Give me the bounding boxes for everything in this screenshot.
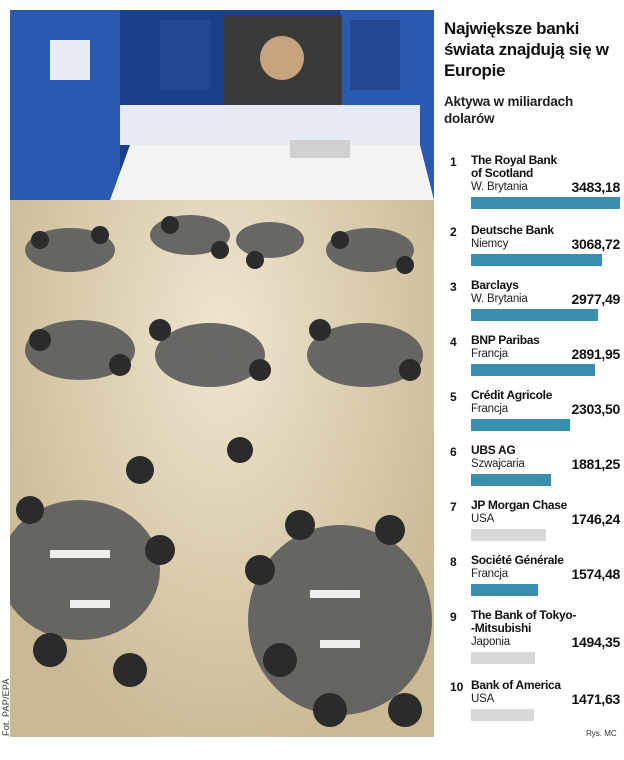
bank-rank: 7 [450, 500, 457, 514]
bank-assets-value: 2891,95 [571, 346, 620, 362]
assets-bar [471, 529, 546, 541]
chart-subtitle: Aktywa w miliardach dolarów [444, 94, 573, 126]
bank-country: W. Brytania [471, 293, 528, 305]
bank-rank: 3 [450, 280, 457, 294]
bank-country: Niemcy [471, 238, 509, 250]
assets-bar [471, 254, 602, 266]
bar-track [471, 709, 620, 721]
bank-assets-value: 1746,24 [571, 511, 620, 527]
bank-name: Société Générale [471, 553, 564, 567]
bar-track [471, 197, 620, 209]
bank-rank: 6 [450, 445, 457, 459]
bank-country: Szwajcaria [471, 458, 525, 470]
bank-assets-value: 1574,48 [571, 566, 620, 582]
bank-rank: 10 [450, 680, 464, 694]
bank-assets-value: 2303,50 [571, 401, 620, 417]
bank-rank: 8 [450, 555, 457, 569]
chart-title: Największe banki świata znajdują się w E… [444, 19, 609, 80]
assets-bar [471, 584, 538, 596]
bank-assets-value: 3483,18 [571, 179, 620, 195]
assets-bar [471, 709, 534, 721]
bank-country: Japonia [471, 636, 510, 648]
bank-rank: 5 [450, 390, 457, 404]
assets-bar [471, 419, 570, 431]
bank-name: JP Morgan Chase [471, 498, 567, 512]
bank-name: Deutsche Bank [471, 223, 554, 237]
assets-bar [471, 364, 595, 376]
chart-header: Największe banki świata znajdują się w E… [444, 18, 622, 127]
bank-country: W. Brytania [471, 181, 528, 193]
bar-track [471, 309, 620, 321]
bank-name: Crédit Agricole [471, 388, 553, 402]
bank-rank: 2 [450, 225, 457, 239]
bar-track [471, 419, 620, 431]
bar-track [471, 254, 620, 266]
bar-track [471, 652, 620, 664]
assets-bar [471, 474, 551, 486]
bank-name: The Bank of Tokyo- -Mitsubishi [471, 608, 577, 635]
bank-rank: 1 [450, 155, 457, 169]
conference-photo-illustration [10, 10, 434, 737]
bank-assets-value: 1471,63 [571, 691, 620, 707]
assets-bar [471, 197, 620, 209]
bank-name: BNP Paribas [471, 333, 540, 347]
bank-country: USA [471, 513, 495, 525]
bank-assets-value: 3068,72 [571, 236, 620, 252]
bank-assets-value: 1881,25 [571, 456, 620, 472]
bank-name: Bank of America [471, 678, 561, 692]
bank-country: Francja [471, 568, 508, 580]
bank-rank: 9 [450, 610, 457, 624]
bar-track [471, 529, 620, 541]
bank-name: UBS AG [471, 443, 516, 457]
assets-bar [471, 652, 535, 664]
bank-name: Barclays [471, 278, 519, 292]
bank-assets-value: 2977,49 [571, 291, 620, 307]
bank-country: Francja [471, 403, 508, 415]
bar-track [471, 474, 620, 486]
bar-track [471, 364, 620, 376]
assets-bar [471, 309, 598, 321]
bank-country: USA [471, 693, 495, 705]
bank-rank: 4 [450, 335, 457, 349]
bank-name: The Royal Bank of Scotland [471, 153, 557, 180]
conference-photo [10, 10, 434, 737]
bank-assets-value: 1494,35 [571, 634, 620, 650]
bank-country: Francja [471, 348, 508, 360]
bar-track [471, 584, 620, 596]
photo-credit: Fot. PAP/EPA [1, 678, 11, 736]
graphic-source: Rys. MC [586, 729, 617, 738]
